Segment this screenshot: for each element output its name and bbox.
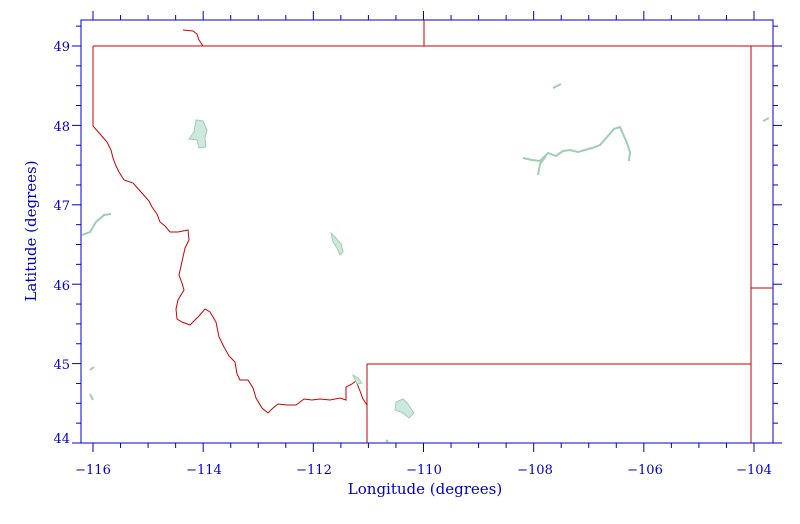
canada-border-nw	[182, 29, 204, 47]
water-bodies	[81, 83, 770, 443]
x-tick-label: −106	[627, 463, 663, 478]
fort-peck-lake	[522, 125, 632, 163]
fresno-reservoir	[552, 83, 562, 89]
x-tick-label: −110	[406, 463, 442, 478]
plot-frame	[80, 19, 774, 444]
idaho-montana-border	[92, 125, 368, 414]
state-borders	[92, 20, 773, 443]
lake-sakakawea-edge	[762, 117, 770, 122]
canyon-ferry-lake	[330, 231, 344, 256]
y-tick-label: 49	[53, 40, 70, 55]
x-tick-label: −114	[186, 463, 222, 478]
yellowstone-lake	[394, 398, 415, 419]
y-tick-label: 45	[53, 358, 70, 373]
axis-ticks	[72, 11, 782, 452]
x-tick-label: −116	[75, 463, 111, 478]
idaho-reservoir-sw	[89, 366, 95, 401]
flathead-lake	[188, 119, 208, 149]
y-tick-label: 46	[53, 279, 70, 294]
hebgen-lake	[351, 373, 363, 385]
fort-peck-arm	[537, 155, 547, 176]
x-tick-label: −108	[517, 463, 553, 478]
x-tick-label: −112	[296, 463, 332, 478]
y-tick-label: 47	[53, 199, 70, 214]
y-tick-label: 44	[53, 432, 70, 447]
bighorn-edge	[385, 439, 389, 443]
y-axis-label: Latitude (degrees)	[22, 160, 40, 301]
x-tick-label: −104	[736, 463, 772, 478]
y-tick-label: 48	[53, 120, 70, 135]
coeur-dalene-lake	[81, 213, 112, 236]
x-tick-labels: −116 −114 −112 −110 −108 −106 −104	[75, 463, 772, 478]
y-tick-labels: 44 45 46 47 48 49	[53, 40, 70, 447]
x-axis-label: Longitude (degrees)	[348, 480, 502, 498]
